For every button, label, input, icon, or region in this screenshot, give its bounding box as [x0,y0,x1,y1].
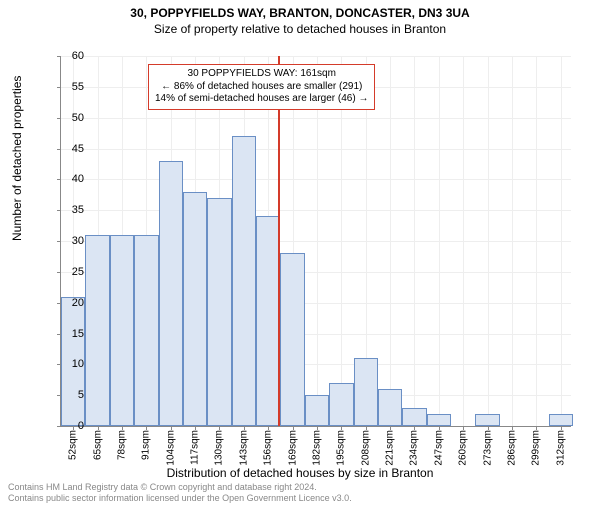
xtick-label: 208sqm [360,430,371,466]
histogram-bar [354,358,378,426]
histogram-bar [159,161,183,426]
ytick-label: 40 [54,173,84,185]
xtick-label: 91sqm [141,430,152,460]
ytick-label: 0 [54,420,84,432]
xtick-label: 104sqm [165,430,176,466]
gridline-v [341,56,342,426]
footer-attribution: Contains HM Land Registry data © Crown c… [8,482,592,504]
gridline-v [317,56,318,426]
xtick-label: 52sqm [68,430,79,460]
xtick-label: 169sqm [287,430,298,466]
annotation-line-3: 14% of semi-detached houses are larger (… [155,93,368,106]
xtick-label: 78sqm [116,430,127,460]
histogram-bar [329,383,353,426]
xtick-label: 273sqm [482,430,493,466]
xtick-label: 130sqm [214,430,225,466]
gridline-v [561,56,562,426]
ytick-label: 20 [54,297,84,309]
xtick-label: 182sqm [311,430,322,466]
histogram-bar [427,414,451,426]
xtick-label: 234sqm [409,430,420,466]
gridline-v [488,56,489,426]
xtick-label: 117sqm [190,430,201,465]
xtick-label: 65sqm [92,430,103,460]
ytick-label: 55 [54,81,84,93]
reference-line [278,56,280,426]
xtick-label: 195sqm [336,430,347,466]
ytick-label: 45 [54,143,84,155]
histogram-bar [207,198,231,426]
footer-line-2: Contains public sector information licen… [8,493,592,504]
gridline-v [390,56,391,426]
gridline-v [463,56,464,426]
gridline-v [512,56,513,426]
chart-title-1: 30, POPPYFIELDS WAY, BRANTON, DONCASTER,… [0,6,600,20]
xtick-label: 312sqm [555,430,566,466]
histogram-bar [232,136,256,426]
ytick-label: 5 [54,389,84,401]
ytick-label: 10 [54,358,84,370]
histogram-bar [378,389,402,426]
gridline-v [439,56,440,426]
histogram-bar [475,414,499,426]
x-axis-label: Distribution of detached houses by size … [0,466,600,480]
xtick-label: 247sqm [433,430,444,466]
histogram-bar [402,408,426,427]
xtick-label: 143sqm [238,430,249,466]
annotation-line-2: ← 86% of detached houses are smaller (29… [155,81,368,94]
plot-box: 52sqm65sqm78sqm91sqm104sqm117sqm130sqm14… [60,56,571,427]
histogram-bar [183,192,207,426]
ytick-label: 15 [54,328,84,340]
footer-line-1: Contains HM Land Registry data © Crown c… [8,482,592,493]
ytick-label: 60 [54,50,84,62]
xtick-label: 221sqm [385,430,396,466]
gridline-v [536,56,537,426]
xtick-label: 260sqm [458,430,469,466]
gridline-v [414,56,415,426]
ytick-label: 30 [54,235,84,247]
xtick-label: 156sqm [263,430,274,466]
annotation-line-1: 30 POPPYFIELDS WAY: 161sqm [155,68,368,81]
reference-annotation: 30 POPPYFIELDS WAY: 161sqm ← 86% of deta… [148,64,375,110]
y-axis-label: Number of detached properties [10,76,24,241]
histogram-bar [110,235,134,426]
chart-plot-area: 52sqm65sqm78sqm91sqm104sqm117sqm130sqm14… [60,56,570,426]
histogram-bar [280,253,304,426]
ytick-label: 25 [54,266,84,278]
histogram-bar [305,395,329,426]
histogram-bar [85,235,109,426]
ytick-label: 35 [54,204,84,216]
chart-title-2: Size of property relative to detached ho… [0,22,600,36]
histogram-bar [134,235,158,426]
xtick-label: 286sqm [506,430,517,466]
histogram-bar [549,414,573,426]
xtick-label: 299sqm [531,430,542,466]
ytick-label: 50 [54,112,84,124]
